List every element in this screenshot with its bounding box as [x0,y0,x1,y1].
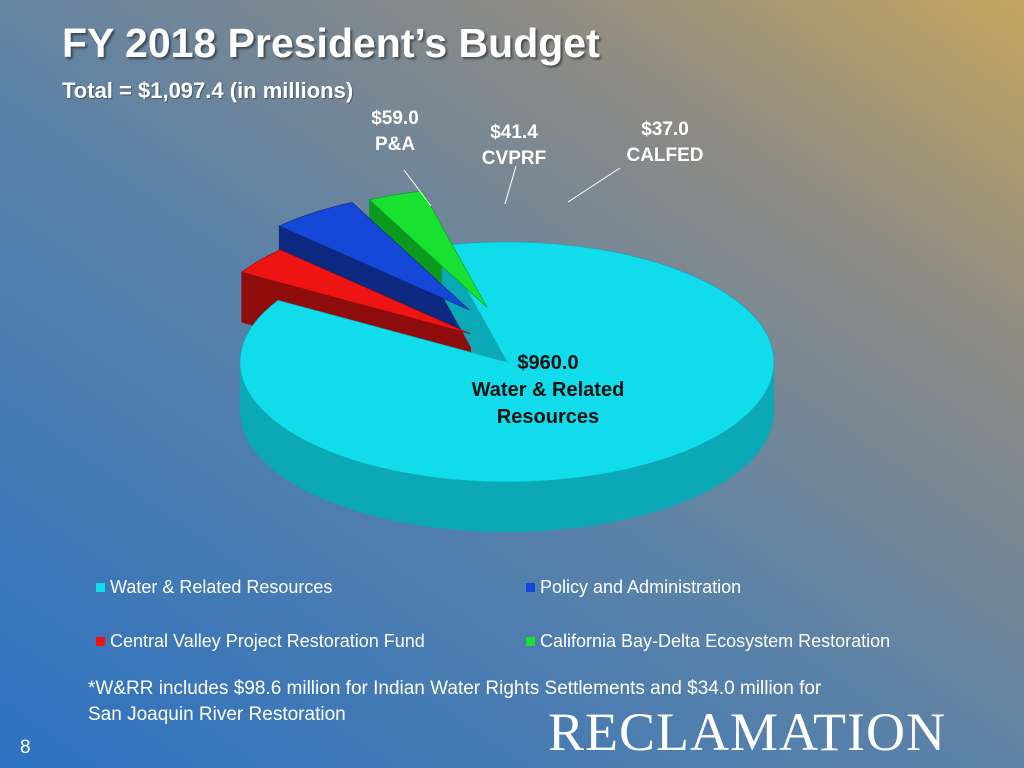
data-label-name-central-valley-project-restoration-fund: CVPRF [482,148,546,169]
legend-label: Water & Related Resources [110,577,333,597]
reclamation-logo: RECLAMATION [548,702,946,762]
legend-item-policy-administration: Policy and Administration [526,577,741,598]
legend-swatch [526,637,535,646]
slice-side-water-related-resources [240,362,774,532]
slice-water-related-resources [239,241,775,483]
slice-central-valley-project-restoration-fund [240,249,471,335]
slice-california-bay-delta-ecosystem-restoration [368,190,488,308]
legend-label: California Bay-Delta Ecosystem Restorati… [540,631,891,651]
footnote-line-1: *W&RR includes $98.6 million for Indian … [88,678,822,699]
legend-label: Central Valley Project Restoration Fund [110,631,425,651]
data-label-name-california-bay-delta-ecosystem-restoration: CALFED [626,145,703,166]
leader-line-policy-and-administration [403,169,432,207]
footnote-line-2: San Joaquin River Restoration [88,704,346,725]
data-label-name-policy-and-administration: P&A [375,134,415,155]
footnote: *W&RR includes $98.6 million for Indian … [88,676,988,728]
budget-pie-chart: $960.0 Water & Related Resources $41.4 CVPRF… [239,108,775,532]
data-label-value-california-bay-delta-ecosystem-restoration: $37.0 [641,119,689,140]
legend-item-calfed: California Bay-Delta Ecosystem Restorati… [526,631,890,652]
slice-policy-and-administration [278,202,470,311]
page-number: 8 [20,737,31,758]
leader-line-central-valley-project-restoration-fund [504,165,517,205]
legend-swatch [526,583,535,592]
leader-line-california-bay-delta-ecosystem-restoration [567,167,621,203]
legend-swatch [96,583,105,592]
slide-title: FY 2018 President’s Budget [62,20,600,66]
legend-item-water-related: Water & Related Resources [96,577,332,598]
legend-label: Policy and Administration [540,577,742,597]
legend-item-cvprf: Central Valley Project Restoration Fund [96,631,425,652]
data-label-name-water-related-resources: Water & Related [472,379,625,401]
data-label-value-water-related-resources: $960.0 [517,352,578,374]
data-label-value-policy-and-administration: $59.0 [371,108,419,129]
slide-subtitle: Total = $1,097.4 (in millions) [62,78,354,103]
legend-swatch [96,637,105,646]
data-label-name-water-related-resources: Resources [497,406,599,428]
data-label-value-central-valley-project-restoration-fund: $41.4 [490,122,538,143]
